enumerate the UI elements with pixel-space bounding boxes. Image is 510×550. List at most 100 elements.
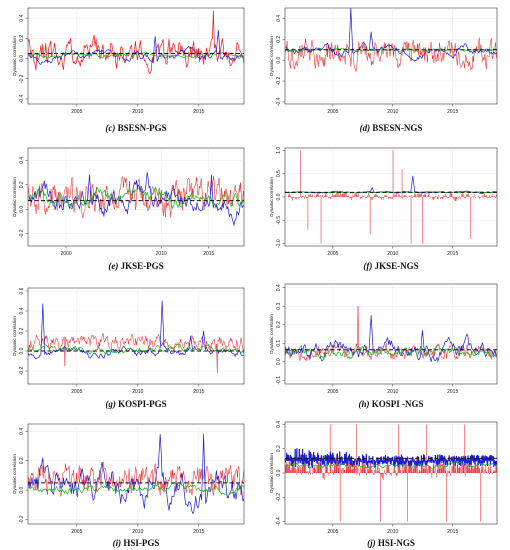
plot-frame (27, 423, 245, 525)
x-tick-label: 2000 (60, 251, 71, 257)
y-tick-label: -0.2 (19, 366, 25, 375)
chart-j: 2005 2010 2015 -0.4 -0.2 0.0 0.2 0.4 Dynamic cor… (269, 421, 498, 548)
caption-letter: (i) (113, 538, 122, 548)
plot-frame (284, 283, 498, 385)
series-group (28, 300, 244, 374)
x-tick-label: 2015 (193, 109, 204, 115)
chart-f: 2005 2010 2015 -1.0 -0.5 0.0 0.5 1.0 Dynamic cor… (269, 147, 498, 271)
series-3-line (285, 344, 497, 360)
x-tick-label: 2015 (193, 389, 204, 395)
plot-frame (27, 287, 245, 385)
y-tick-label: 0.0 (19, 206, 25, 213)
x-tick-label: 2010 (156, 251, 167, 257)
x-tick-label: 2010 (132, 529, 143, 535)
series-1-line (285, 305, 497, 362)
chart-h: 2005 2010 2015 -0.1 0.0 0.1 0.2 0.3 0.4 Dynamic c… (269, 283, 498, 409)
y-tick-label: 0.6 (19, 287, 25, 294)
series-1-line (28, 461, 244, 497)
series-group (285, 305, 497, 362)
y-axis-label: Dynamic correlation (269, 177, 274, 217)
caption-title: KOSPI-PGS (116, 399, 167, 409)
x-tick-label: 2010 (132, 389, 143, 395)
chart-caption: (j) HSI-NGS (367, 538, 415, 548)
caption-title: JKSE-PGS (118, 261, 163, 271)
x-tick-label: 2010 (387, 529, 398, 535)
chart-i: 2005 2010 2015 -0.2 0.0 0.2 0.4 Dynamic correla… (12, 423, 245, 548)
y-tick-label: 0.4 (276, 15, 282, 22)
series-3-line (285, 461, 497, 470)
caption-letter: (d) (360, 123, 371, 133)
chart-c: 2005 2010 2015 -0.4 -0.2 0.0 0.2 0.4 Dynamic cor… (12, 7, 245, 133)
y-tick-label: 0.4 (19, 14, 25, 21)
y-tick-label: 0.0 (19, 347, 25, 354)
caption-title: BSESN-NGS (370, 123, 422, 133)
y-tick-label: 1.0 (276, 147, 282, 154)
chart-caption: (d) BSESN-NGS (360, 123, 423, 133)
caption-title: BSESN-PGS (115, 123, 166, 133)
y-tick-label: 0.0 (276, 56, 282, 63)
chart-caption: (h) KOSPI -NGS (358, 399, 423, 409)
y-tick-label: 0.3 (276, 303, 282, 310)
x-tick-label: 2015 (447, 389, 458, 395)
y-tick-label: 0.2 (276, 321, 282, 328)
caption-title: KOSPI -NGS (369, 399, 423, 409)
chart-g: 2005 2010 2015 -0.2 0.0 0.2 0.4 0.6 Dynamic corr… (12, 287, 245, 409)
chart-caption: (f) JKSE-NGS (363, 261, 418, 271)
series-2-line (28, 172, 244, 226)
y-tick-label: -1.0 (276, 239, 282, 248)
y-tick-label: 0.4 (19, 428, 25, 435)
series-3-line (28, 51, 244, 60)
y-tick-label: -0.5 (276, 216, 282, 225)
y-tick-label: 0.4 (276, 421, 282, 428)
series-3-line (28, 187, 244, 210)
chart-caption: (i) HSI-PGS (113, 538, 160, 548)
y-tick-label: 0.2 (276, 445, 282, 452)
y-tick-label: -0.4 (276, 517, 282, 526)
x-tick-label: 2015 (447, 251, 458, 257)
series-group (28, 10, 244, 74)
series-group (285, 8, 497, 72)
y-tick-label: 0.4 (19, 307, 25, 314)
series-1-line (285, 150, 497, 244)
y-axis-label: Dynamic correlation (12, 36, 17, 76)
plot-frame (284, 7, 498, 105)
series-1-line (28, 10, 244, 74)
x-tick-label: 2015 (447, 529, 458, 535)
chart-caption: (g) KOSPI-PGS (105, 399, 166, 409)
y-tick-label: 0.4 (19, 157, 25, 164)
y-tick-label: 0.0 (276, 193, 282, 200)
series-3-line (28, 481, 244, 498)
y-tick-label: 0.2 (19, 181, 25, 188)
y-tick-label: 0.1 (276, 340, 282, 347)
y-tick-label: -0.2 (19, 515, 25, 524)
caption-letter: (h) (358, 399, 369, 409)
series-group (28, 433, 244, 514)
y-tick-label: 0.2 (19, 327, 25, 334)
y-tick-label: 0.0 (276, 469, 282, 476)
x-tick-label: 2005 (71, 109, 82, 115)
chart-e: 2000 2010 2015 -0.2 0.0 0.2 0.4 Dynamic correla… (12, 147, 245, 271)
y-axis-label: Dynamic correlation (269, 36, 274, 76)
x-tick-label: 2005 (327, 251, 338, 257)
caption-title: HSI-PGS (121, 538, 159, 548)
x-tick-label: 2005 (327, 389, 338, 395)
plot-frame (27, 147, 245, 247)
y-axis-label: Dynamic correlation (12, 316, 17, 356)
caption-letter: (e) (108, 261, 118, 271)
y-tick-label: -0.2 (19, 229, 25, 238)
x-tick-label: 2005 (327, 109, 338, 115)
x-tick-label: 2005 (327, 529, 338, 535)
y-tick-label: 0.0 (19, 486, 25, 493)
y-tick-label: 0.4 (276, 284, 282, 291)
x-tick-label: 2015 (193, 529, 204, 535)
series-2-line (285, 315, 497, 362)
x-tick-label: 2005 (71, 529, 82, 535)
caption-letter: (g) (105, 399, 116, 409)
y-tick-label: 0.2 (19, 457, 25, 464)
y-tick-label: 0.0 (276, 358, 282, 365)
x-tick-label: 2015 (203, 251, 214, 257)
chart-caption: (c) BSESN-PGS (105, 123, 166, 133)
y-axis-label: Dynamic correlation (12, 177, 17, 217)
x-tick-label: 2010 (387, 389, 398, 395)
